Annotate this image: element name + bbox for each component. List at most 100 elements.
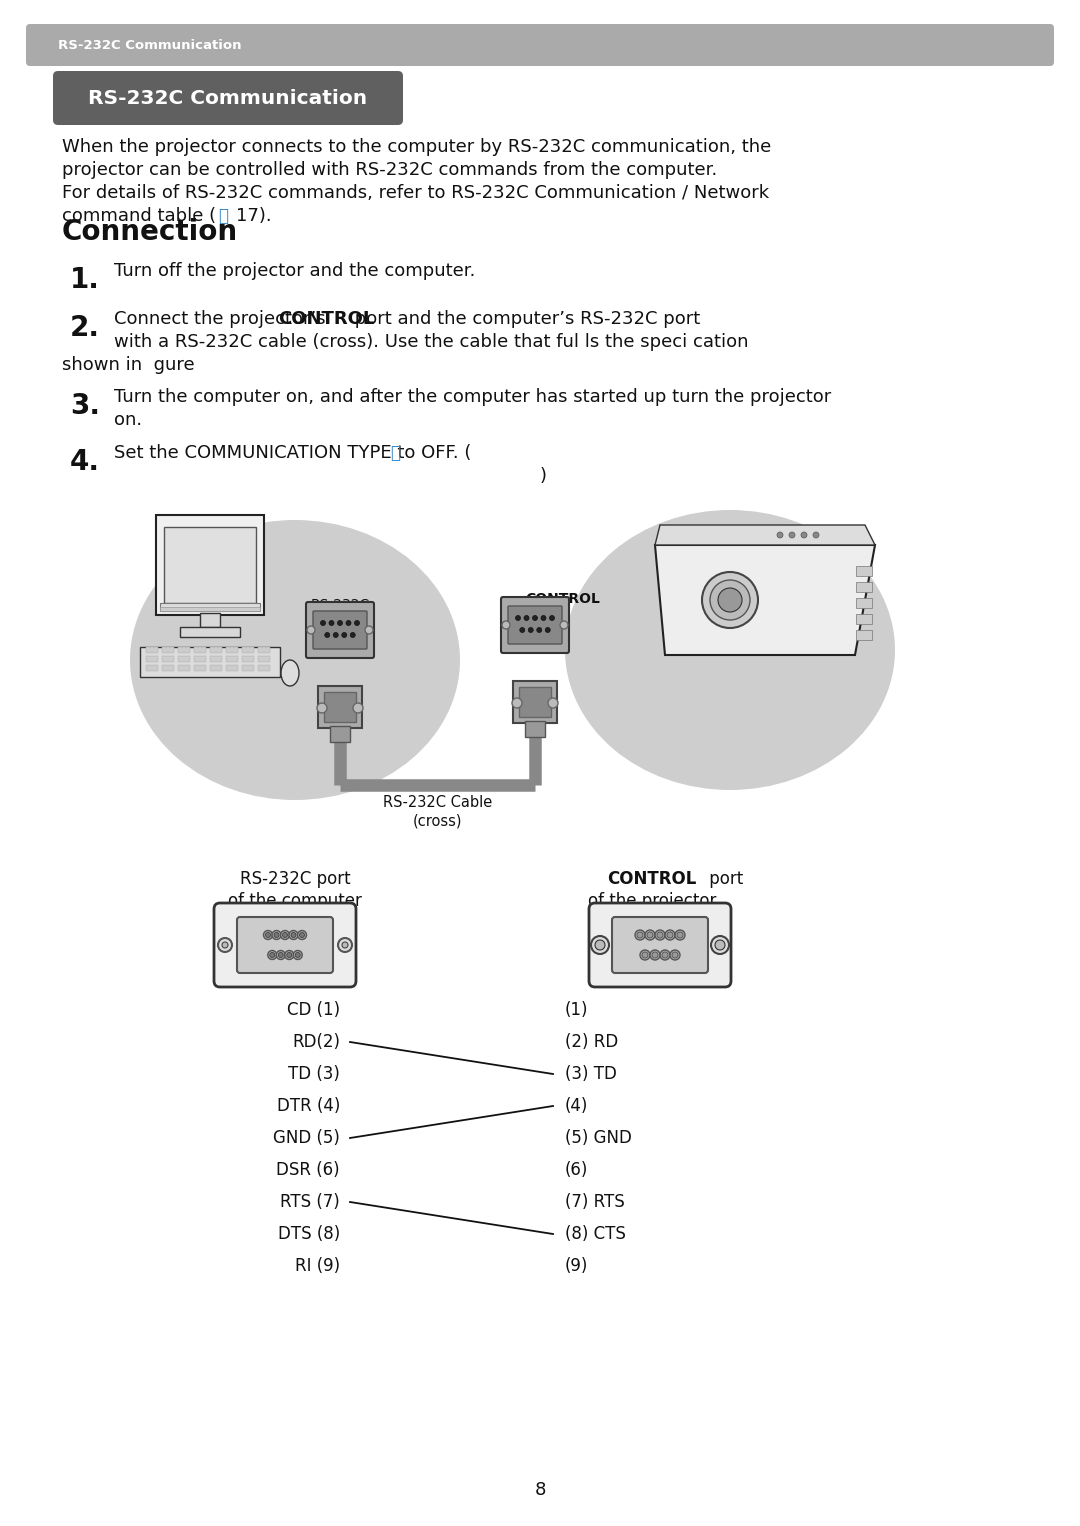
Circle shape (667, 932, 673, 938)
Circle shape (635, 929, 645, 940)
Text: RI (9): RI (9) (295, 1257, 340, 1276)
Circle shape (777, 533, 783, 539)
Text: Connection: Connection (62, 218, 238, 246)
Circle shape (291, 932, 296, 937)
Circle shape (718, 588, 742, 612)
Circle shape (515, 615, 521, 621)
Circle shape (346, 621, 351, 626)
Text: (1): (1) (565, 1001, 589, 1019)
Circle shape (657, 932, 663, 938)
Text: 4.: 4. (70, 449, 100, 476)
Circle shape (512, 697, 522, 708)
Text: 2.: 2. (70, 314, 100, 342)
Circle shape (287, 952, 292, 957)
Bar (210, 656, 222, 662)
Circle shape (338, 938, 352, 952)
Circle shape (645, 929, 654, 940)
FancyBboxPatch shape (53, 72, 403, 125)
Circle shape (353, 703, 363, 713)
Text: RD(2): RD(2) (292, 1033, 340, 1051)
Text: (4): (4) (565, 1097, 589, 1116)
Circle shape (266, 932, 270, 937)
Bar (318, 687, 362, 728)
Text: DTR (4): DTR (4) (276, 1097, 340, 1116)
Bar (162, 656, 174, 662)
Bar (856, 613, 872, 624)
Bar (856, 630, 872, 639)
FancyBboxPatch shape (508, 606, 562, 644)
Circle shape (318, 703, 327, 713)
Circle shape (548, 697, 558, 708)
Circle shape (365, 626, 373, 633)
Text: ⧉: ⧉ (390, 444, 400, 462)
Circle shape (289, 931, 298, 940)
Circle shape (321, 621, 325, 626)
Ellipse shape (130, 520, 460, 800)
Bar (160, 607, 260, 610)
Text: ): ) (540, 467, 546, 485)
Circle shape (502, 621, 510, 629)
Circle shape (329, 621, 334, 626)
Polygon shape (654, 545, 875, 655)
Text: on.: on. (114, 410, 143, 429)
Circle shape (295, 952, 300, 957)
Text: port and the computer’s RS-232C port: port and the computer’s RS-232C port (349, 310, 700, 328)
Circle shape (524, 615, 529, 621)
Circle shape (545, 627, 550, 632)
Text: shown in  gure: shown in gure (62, 356, 194, 374)
FancyBboxPatch shape (26, 24, 1054, 66)
Text: projector can be controlled with RS-232C commands from the computer.: projector can be controlled with RS-232C… (62, 162, 717, 179)
Bar (525, 720, 545, 737)
Text: (5) GND: (5) GND (565, 1129, 632, 1148)
Text: (7) RTS: (7) RTS (565, 1193, 624, 1212)
Circle shape (710, 580, 750, 620)
Circle shape (813, 533, 819, 539)
Text: 1.: 1. (70, 266, 99, 295)
Bar (210, 665, 222, 671)
Bar (162, 665, 174, 671)
Bar (324, 691, 356, 722)
Circle shape (532, 615, 538, 621)
FancyBboxPatch shape (214, 903, 356, 987)
Ellipse shape (565, 510, 895, 790)
FancyBboxPatch shape (237, 917, 333, 974)
Circle shape (519, 627, 525, 632)
Circle shape (354, 621, 360, 626)
Text: CONTROL: CONTROL (278, 310, 375, 328)
Bar (156, 514, 264, 615)
Text: 17).: 17). (237, 208, 272, 224)
Bar (242, 647, 254, 653)
Circle shape (276, 951, 285, 960)
Text: 8: 8 (535, 1482, 545, 1499)
Bar (242, 656, 254, 662)
Circle shape (218, 938, 232, 952)
Circle shape (665, 929, 675, 940)
Bar (194, 647, 206, 653)
Circle shape (662, 952, 669, 958)
Circle shape (561, 621, 568, 629)
Text: RS-232C Cable: RS-232C Cable (383, 795, 492, 810)
Bar (178, 647, 190, 653)
Bar (856, 566, 872, 575)
Circle shape (272, 931, 281, 940)
Circle shape (274, 932, 279, 937)
Circle shape (789, 533, 795, 539)
Bar (162, 647, 174, 653)
FancyBboxPatch shape (501, 597, 569, 653)
Circle shape (350, 632, 355, 638)
Circle shape (341, 632, 347, 638)
Text: DTS (8): DTS (8) (278, 1225, 340, 1244)
Bar (856, 581, 872, 592)
Circle shape (279, 952, 283, 957)
Bar (258, 665, 270, 671)
Text: (3) TD: (3) TD (565, 1065, 617, 1083)
Text: For details of RS-232C commands, refer to RS-232C Communication / Network: For details of RS-232C commands, refer t… (62, 185, 769, 201)
Circle shape (801, 533, 807, 539)
Circle shape (591, 935, 609, 954)
Text: When the projector connects to the computer by RS-232C communication, the: When the projector connects to the compu… (62, 137, 771, 156)
Circle shape (642, 952, 648, 958)
Text: CONTROL: CONTROL (607, 870, 697, 888)
Text: Turn off the projector and the computer.: Turn off the projector and the computer. (114, 262, 475, 279)
Bar (200, 613, 220, 627)
Bar (178, 656, 190, 662)
